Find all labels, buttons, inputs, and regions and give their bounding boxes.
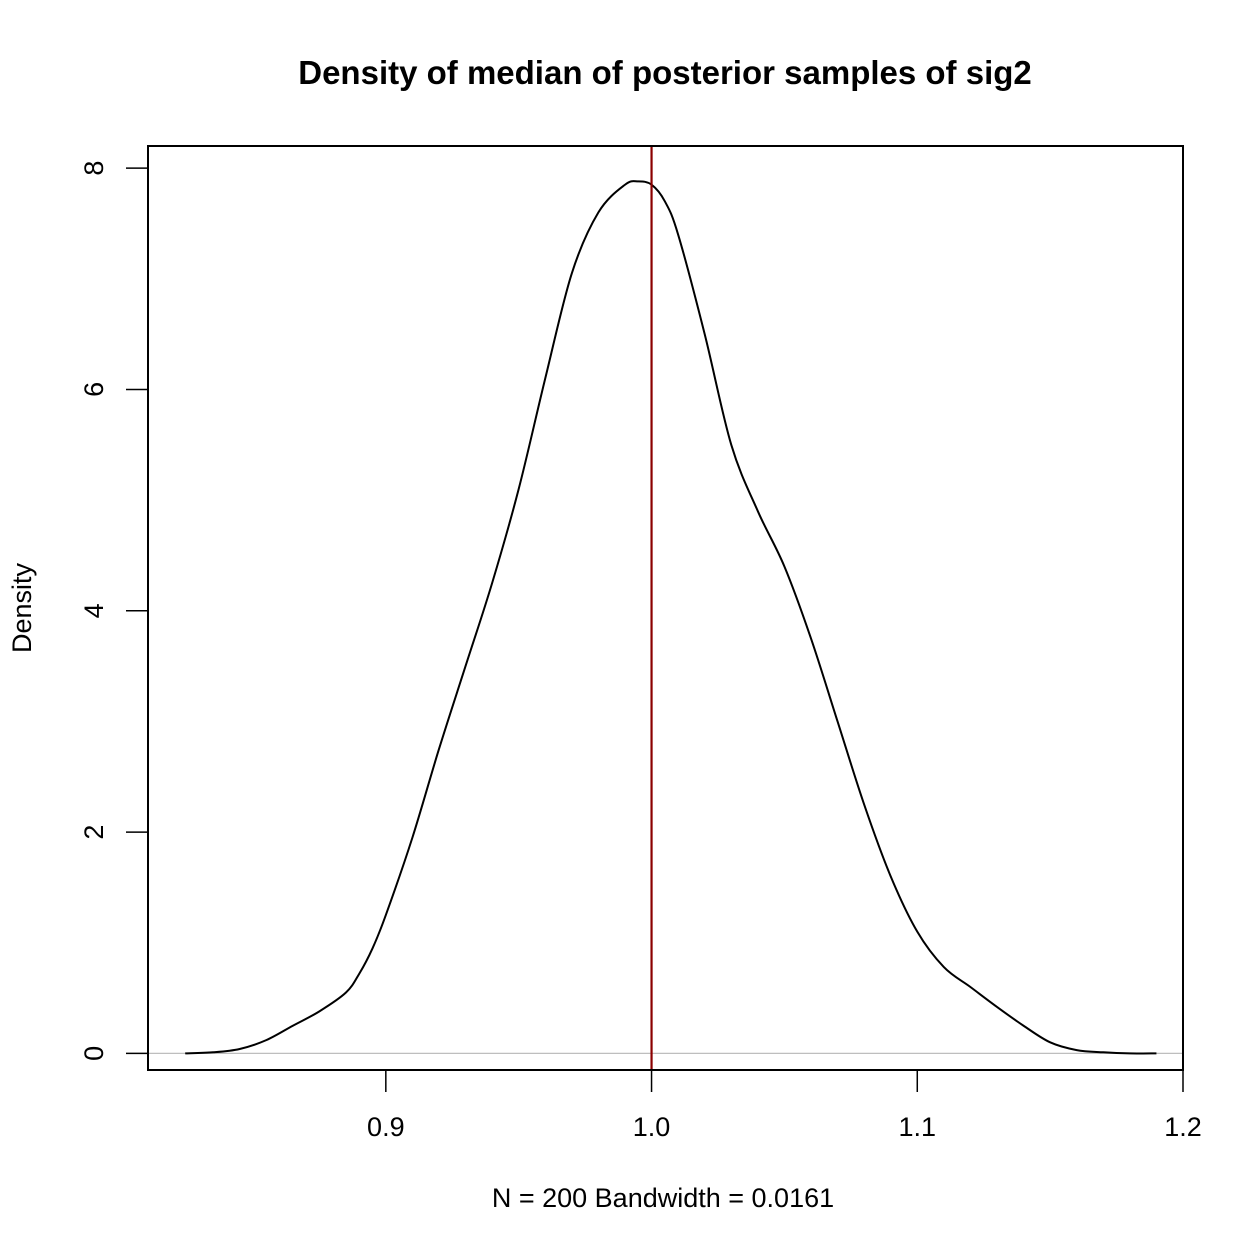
- y-tick-label: 0: [79, 1046, 109, 1061]
- x-tick-label: 1.2: [1164, 1112, 1202, 1142]
- x-axis-label: N = 200 Bandwidth = 0.0161: [492, 1183, 834, 1213]
- y-tick-label: 2: [79, 825, 109, 840]
- plot-frame: [147, 145, 1184, 1071]
- chart-title: Density of median of posterior samples o…: [298, 54, 1032, 91]
- y-tick-label: 4: [79, 603, 109, 618]
- y-tick-label: 8: [79, 161, 109, 176]
- y-axis-label: Density: [7, 562, 37, 653]
- x-tick-label: 1.0: [633, 1112, 671, 1142]
- plot-marks: 0.9 1.0 1.1 1.2 0 2 4 6 8: [79, 145, 1202, 1142]
- y-tick-label: 6: [79, 382, 109, 397]
- x-tick-label: 1.1: [899, 1112, 937, 1142]
- density-curve-0: [185, 180, 1157, 1055]
- x-tick-label: 0.9: [367, 1112, 405, 1142]
